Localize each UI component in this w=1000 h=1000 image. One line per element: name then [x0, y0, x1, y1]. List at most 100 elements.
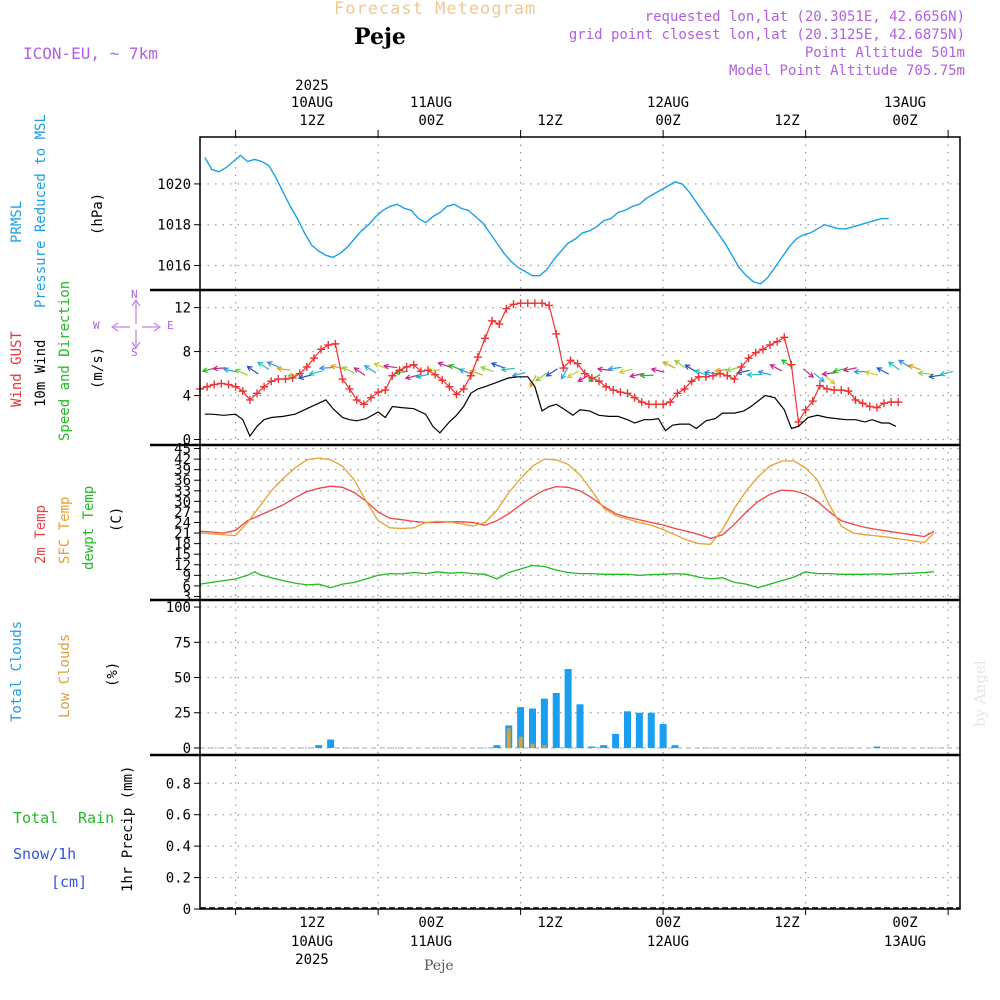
wind-gust-marker [808, 397, 817, 406]
wind-gust-marker [345, 384, 354, 393]
wind-arrow [908, 364, 922, 371]
total-clouds-bars [315, 669, 881, 748]
wind-arrow-head [535, 375, 542, 382]
wind-gust-marker [367, 393, 375, 402]
label-hpa: (hPa) [90, 192, 106, 235]
label-speed-direction: Speed and Direction [57, 280, 73, 441]
wind-10m-line [204, 376, 897, 438]
wind-arrow [535, 372, 548, 382]
wind-arrow-head [725, 366, 732, 373]
wind-arrow [342, 366, 355, 374]
wind-gust-marker [231, 382, 240, 391]
top-tick-time-1: 00Z [418, 113, 444, 129]
low-clouds-bar [530, 743, 535, 748]
wind-arrow [704, 371, 718, 375]
wind-gust-line [199, 302, 899, 424]
wind-arrow [330, 365, 344, 370]
wind-gust-marker [388, 371, 397, 380]
wind-gust-marker [260, 382, 269, 391]
low-clouds-bar [518, 736, 523, 748]
grid-point-location: grid point closest lon,lat (20.3125E, 42… [568, 27, 965, 43]
temperature-ytick-label-12: 39 [174, 463, 191, 479]
temperature-ytick-label-9: 30 [174, 494, 191, 510]
compass-s: S [131, 346, 138, 359]
label-celsius: (C) [109, 506, 125, 532]
wind-arrow-head [490, 361, 497, 368]
top-tick-date-1: 11AUG [409, 95, 453, 111]
wind-arrow [663, 361, 676, 369]
wind-arrow-head [876, 367, 883, 373]
wind-arrow-head [500, 366, 507, 373]
top-tick-year: 2025 [295, 78, 329, 94]
wind-gust-marker [538, 299, 546, 308]
wind-arrow [674, 360, 687, 369]
wind-gust-marker [502, 304, 511, 313]
clouds-ytick-label-1: 25 [174, 706, 191, 722]
wind-arrow-head [329, 363, 336, 370]
label-pressure-msl: Pressure Reduced to MSL [33, 114, 49, 308]
wind-arrow-head [662, 361, 669, 367]
wind-arrow-head [382, 363, 390, 370]
requested-location: requested lon,lat (20.3051E, 42.6656N) [644, 9, 965, 25]
wind-arrow [898, 359, 911, 368]
wind-arrow [235, 368, 248, 376]
wind-arrow-head [341, 366, 348, 372]
wind-arrow [405, 374, 419, 379]
wind-arrow [888, 361, 900, 371]
bottom-tick-date-1: 11AUG [409, 934, 453, 950]
wind-arrow [353, 367, 366, 376]
wind-arrow-head [479, 365, 487, 372]
wind-arrow-head [618, 368, 625, 375]
precip-ytick-label-0: 0 [183, 902, 191, 918]
bottom-tick-time-5: 00Z [892, 915, 918, 931]
wind-arrow [813, 372, 825, 383]
wind-arrow-head [211, 365, 218, 372]
wind-gust-marker [374, 388, 383, 397]
model-altitude: Model Point Altitude 705.75m [728, 63, 965, 79]
temperature-ytick-label-7: 24 [174, 516, 191, 532]
label-total: Total [13, 809, 59, 827]
wind-gust-marker [466, 371, 475, 380]
wind-arrow-head [529, 381, 535, 389]
temperature-ytick-label-4: 15 [174, 547, 191, 563]
wind-arrow [833, 367, 847, 373]
wind-gust-marker [245, 395, 254, 404]
wind-arrow-head [577, 376, 584, 382]
wind-gust-marker [766, 340, 774, 349]
temperature-ytick-label-2: 9 [183, 568, 191, 584]
wind-gust-marker [844, 387, 853, 396]
low-clouds-bar [506, 728, 511, 748]
point-altitude: Point Altitude 501m [804, 45, 965, 61]
wind-arrow [651, 368, 665, 373]
wind-gust-marker [566, 356, 575, 365]
wind-arrow-head [703, 369, 710, 376]
precip-panel-frame [199, 754, 961, 910]
wind-arrow [319, 366, 334, 369]
wind-arrow-head [898, 359, 905, 366]
wind-gust-marker [580, 369, 589, 378]
temperature-ytick-label-0: 3 [183, 589, 191, 605]
low-clouds-bar [542, 745, 547, 748]
wind-arrow-head [560, 373, 567, 380]
wind-gust-marker [701, 372, 710, 381]
wind-gust-marker [459, 384, 468, 393]
wind-arrow [459, 369, 473, 375]
wind-gust-marker [773, 337, 782, 346]
wind-gust-marker [880, 399, 888, 408]
wind-gust-marker [416, 367, 425, 376]
wind-arrow [192, 372, 205, 375]
wind-arrow-head [853, 368, 860, 375]
wind-arrow [546, 368, 558, 377]
wind-arrow-head [297, 374, 305, 380]
wind-gust-marker [488, 316, 497, 325]
wind-gust-marker [737, 362, 746, 371]
wind-gust-marker [274, 375, 283, 384]
wind-gust-marker [509, 300, 518, 309]
wind-arrow [247, 366, 259, 375]
clouds-ytick-label-0: 0 [183, 741, 191, 757]
top-tick-date-3: 12AUG [646, 95, 690, 111]
wind-gust-marker [659, 400, 668, 409]
wind-gust-marker [559, 364, 568, 373]
wind-gust-marker [894, 398, 903, 407]
clouds-ytick-label-4: 100 [166, 600, 191, 616]
